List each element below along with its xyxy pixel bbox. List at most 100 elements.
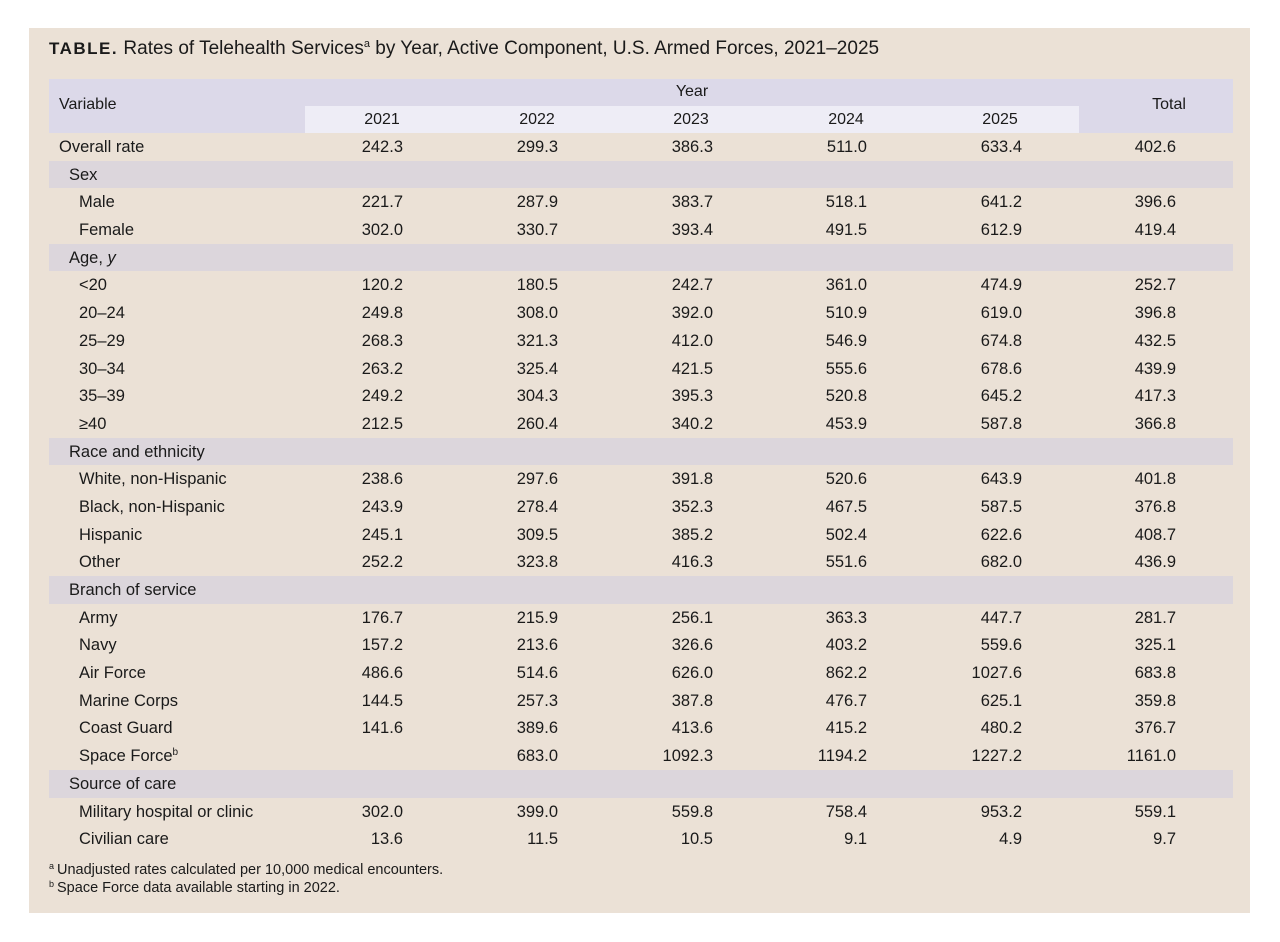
cell-value: 518.1: [825, 193, 867, 212]
row-label: ≥40: [79, 415, 106, 434]
cell-value: 1092.3: [662, 747, 713, 766]
header-year: Year: [675, 83, 709, 100]
row-label-text: Army: [79, 608, 118, 627]
row-label: Navy: [79, 636, 117, 655]
cell-value: 559.6: [980, 636, 1022, 655]
row-label-text: Branch of service: [69, 581, 197, 599]
row-label-text: 35–39: [79, 387, 125, 406]
row-label-text: Marine Corps: [79, 691, 179, 710]
year-subheader-band: [305, 106, 1079, 133]
cell-value: 157.2: [361, 636, 403, 655]
cell-value: 480.2: [980, 719, 1022, 738]
header-year-2021: 2021: [364, 111, 400, 128]
row-label: Male: [79, 193, 115, 212]
cell-value: 304.3: [516, 387, 558, 406]
cell-value: 242.3: [361, 138, 403, 156]
cell-value: 1194.2: [817, 747, 867, 766]
section-label: Branch of service: [69, 581, 196, 600]
cell-value: 278.4: [516, 497, 558, 516]
cell-value: 395.3: [671, 387, 713, 406]
cell-total: 559.1: [1134, 802, 1176, 821]
cell-value: 302.0: [361, 221, 403, 240]
cell-value: 520.6: [825, 470, 867, 489]
section-label: Race and ethnicity: [69, 443, 205, 462]
cell-value: 1227.2: [971, 747, 1022, 766]
row-label: Civilian care: [79, 830, 169, 849]
section-row: Age, y: [49, 243, 1233, 272]
cell-total: 439.9: [1134, 359, 1176, 378]
cell-value: 678.6: [980, 359, 1022, 378]
table-row: Female 302.0 330.7 393.4 491.5 612.9 419.4: [49, 216, 1233, 244]
cell-value: 399.0: [516, 802, 558, 821]
table-row: 20–24 249.8 308.0 392.0 510.9 619.0 396.8: [49, 299, 1233, 327]
cell-value: 622.6: [980, 525, 1022, 544]
section-row: Race and ethnicity: [49, 437, 1233, 466]
cell-value: 180.5: [516, 276, 558, 295]
row-label: Overall rate: [59, 138, 144, 157]
row-label-text: ≥40: [79, 414, 107, 433]
row-label-text: Sex: [69, 165, 98, 184]
footnote-marker: b: [172, 747, 179, 759]
section-label: Source of care: [69, 775, 176, 794]
cell-value: 626.0: [671, 664, 713, 683]
section-row: Branch of service: [49, 576, 1233, 604]
cell-value: 645.2: [980, 387, 1022, 406]
cell-value: 555.6: [825, 359, 867, 378]
header-year-2023: 2023: [673, 111, 709, 128]
cell-value: 551.6: [825, 553, 867, 572]
row-label-text: 20–24: [79, 304, 125, 323]
cell-value: 326.6: [671, 636, 713, 655]
cell-value: 416.3: [671, 553, 713, 572]
cell-value: 392.0: [671, 304, 713, 323]
cell-value: 325.4: [516, 359, 558, 378]
row-label-text: White, non-Hispanic: [79, 470, 227, 489]
cell-value: 559.8: [671, 802, 713, 821]
table-row: Military hospital or clinic 302.0 399.0 559…: [49, 798, 1233, 826]
row-label-text: Air Force: [79, 664, 146, 683]
cell-value: 243.9: [361, 497, 403, 516]
cell-value: 257.3: [516, 691, 558, 710]
cell-value: 302.0: [361, 802, 403, 821]
cell-value: 330.7: [516, 221, 558, 240]
cell-value: 421.5: [671, 359, 713, 378]
cell-value: 413.6: [671, 719, 713, 738]
header-year-2022: 2022: [519, 111, 555, 128]
table-row: 25–29 268.3 321.3 412.0 546.9 674.8 432.5: [49, 327, 1233, 355]
cell-value: 412.0: [671, 331, 713, 350]
table-panel: TABLE. Rates of Telehealth Servicesa by …: [29, 28, 1250, 913]
cell-value: 268.3: [361, 331, 403, 350]
cell-value: 683.0: [516, 747, 558, 766]
row-label: Female: [79, 221, 134, 240]
row-label-text: Hispanic: [79, 525, 143, 544]
row-label: Hispanic: [79, 526, 142, 545]
header-total: Total: [1152, 96, 1186, 113]
row-label-text: Other: [79, 553, 121, 572]
cell-value: 633.4: [980, 138, 1022, 156]
cell-total: 417.3: [1134, 387, 1176, 406]
row-label: Other: [79, 553, 120, 572]
cell-total: 683.8: [1134, 664, 1176, 683]
cell-value: 391.8: [671, 470, 713, 489]
table-title-rest: by Year, Active Component, U.S. Armed Fo…: [375, 38, 880, 59]
cell-value: 9.1: [844, 830, 867, 849]
cell-total: 376.8: [1134, 497, 1176, 516]
row-label: White, non-Hispanic: [79, 470, 227, 489]
row-label: Marine Corps: [79, 692, 178, 711]
cell-value: 546.9: [825, 331, 867, 350]
row-label-text: Space Force: [79, 747, 173, 766]
cell-total: 376.7: [1134, 719, 1176, 738]
table-label: TABLE.: [49, 39, 119, 58]
table-row: White, non-Hispanic 238.6 297.6 391.8 520.6 6…: [49, 465, 1233, 493]
cell-value: 862.2: [825, 664, 867, 683]
cell-value: 491.5: [825, 221, 867, 240]
row-label-text: Source of care: [69, 774, 177, 793]
row-label: Space Forceb: [79, 747, 178, 766]
cell-value: 643.9: [980, 470, 1022, 489]
cell-value: 352.3: [671, 497, 713, 516]
cell-value: 287.9: [516, 193, 558, 212]
cell-value: 387.8: [671, 691, 713, 710]
cell-value: 641.2: [980, 193, 1022, 212]
table-body: Overall rate 242.3 299.3 386.3 511.0 633.4 402…: [49, 133, 1233, 853]
cell-value: 682.0: [980, 553, 1022, 572]
section-row: Sex: [49, 160, 1233, 189]
